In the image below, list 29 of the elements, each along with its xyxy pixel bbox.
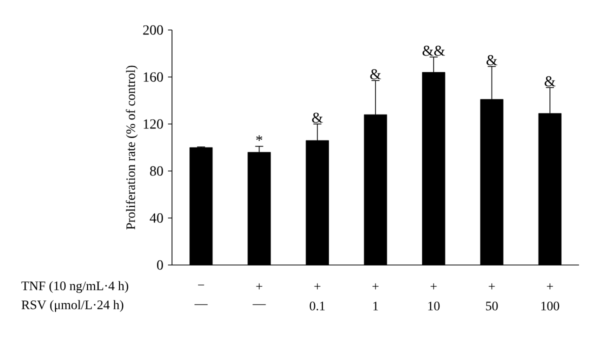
x-tick-label: —: [194, 304, 208, 305]
data-label: &: [370, 69, 382, 80]
x-tick-label: 10: [428, 302, 440, 310]
text: +: [430, 283, 437, 290]
y-tick-label: 80: [150, 166, 163, 176]
text: RSV (μmol/L·24 h): [22, 300, 124, 312]
text: TNF (10 ng/mL·4 h): [21, 281, 128, 293]
text: +: [314, 283, 320, 290]
x-tick-label: —: [252, 304, 266, 305]
data-label: *: [256, 135, 262, 141]
data-label: &: [486, 55, 498, 66]
text: +: [372, 283, 379, 290]
y-tick-label: 0: [157, 260, 163, 270]
text: +: [256, 283, 262, 290]
text: +: [488, 283, 495, 290]
x-tick-label: 100: [541, 302, 560, 310]
y-axis-title: Proliferation rate (% of control): [126, 66, 138, 230]
data-label: &&: [422, 46, 445, 56]
y-tick-label: 160: [144, 72, 163, 82]
x-tick-label: 1: [373, 302, 378, 310]
y-tick-label: 120: [144, 119, 163, 129]
x-tick-label: 50: [486, 302, 498, 310]
data-label: &: [544, 76, 556, 86]
text: +: [546, 283, 553, 290]
y-tick-label: 200: [143, 25, 163, 35]
x-tick-label: 0.1: [310, 302, 325, 310]
text: −: [198, 284, 204, 286]
y-tick-label: 40: [150, 213, 163, 223]
data-label: &: [312, 112, 323, 123]
